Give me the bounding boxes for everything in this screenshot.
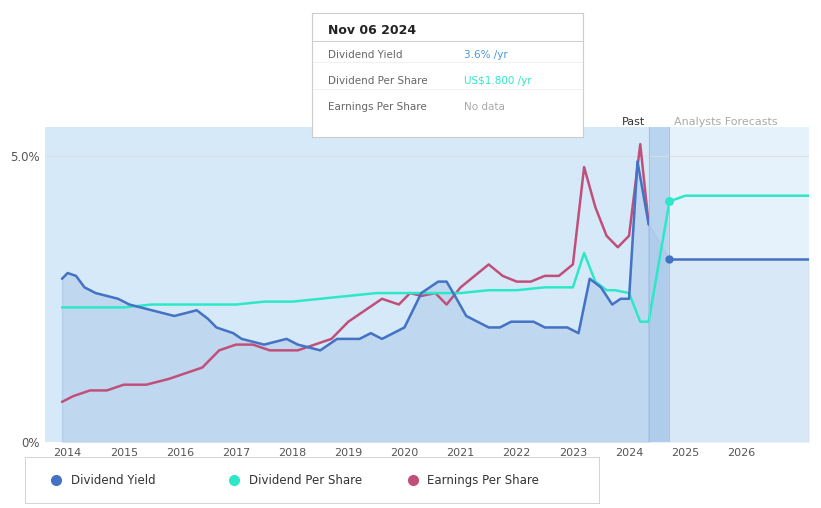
Text: Dividend Per Share: Dividend Per Share [328, 76, 428, 86]
Text: Dividend Yield: Dividend Yield [71, 473, 155, 487]
Text: US$1.800 /yr: US$1.800 /yr [464, 76, 531, 86]
Bar [669, 127, 809, 442]
Bar [45, 127, 649, 442]
Bar [649, 127, 669, 442]
Text: Past: Past [622, 117, 645, 127]
Text: Nov 06 2024: Nov 06 2024 [328, 24, 416, 37]
Text: Earnings Per Share: Earnings Per Share [328, 102, 427, 112]
Text: No data: No data [464, 102, 505, 112]
Text: Earnings Per Share: Earnings Per Share [427, 473, 539, 487]
Text: Dividend Yield: Dividend Yield [328, 50, 403, 60]
Text: Dividend Per Share: Dividend Per Share [249, 473, 362, 487]
Text: 3.6% /yr: 3.6% /yr [464, 50, 507, 60]
Text: Analysts Forecasts: Analysts Forecasts [674, 117, 777, 127]
